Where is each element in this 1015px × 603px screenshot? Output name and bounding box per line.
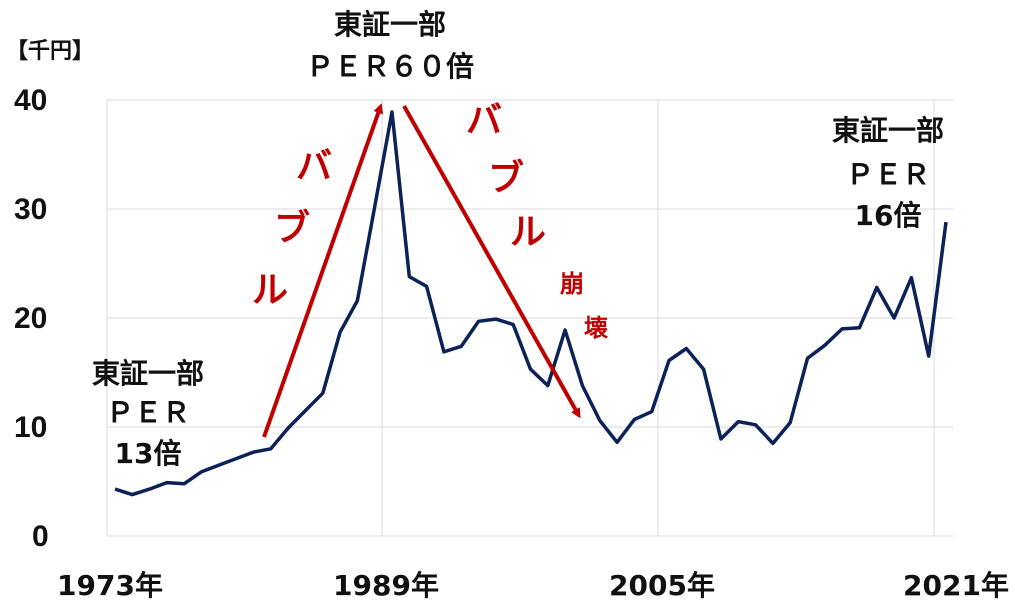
bubble-rise-char-2: ブ <box>274 207 310 249</box>
bubble-rise-char-3: ル <box>252 270 288 311</box>
ytick-10: 10 <box>14 411 47 444</box>
collapse-char-4: 崩 <box>560 270 584 298</box>
annotation-left-line-3: 13倍 <box>115 437 182 470</box>
collapse-char-5: 壊 <box>584 314 608 342</box>
y-ticks: 40 30 20 10 0 <box>14 84 49 553</box>
bubble-rise-arrow <box>262 103 384 438</box>
series-layer <box>114 110 948 497</box>
xtick-1989: 1989年 <box>333 569 439 602</box>
annotation-right-line-3: 16倍 <box>855 199 922 232</box>
ytick-40: 40 <box>14 84 47 117</box>
xtick-1973: 1973年 <box>57 569 163 602</box>
bubble-fall-arrow <box>402 105 581 419</box>
annotation-left-line-1: 東証一部 <box>92 357 204 390</box>
annotation-top: 東証一部 ＰＥＲ６０倍 <box>306 8 474 83</box>
x-ticks: 1973年 1989年 2005年 2021年 <box>57 569 1009 602</box>
grid <box>106 99 953 537</box>
annotation-top-line-2: ＰＥＲ６０倍 <box>306 50 474 83</box>
collapse-char-3: ル <box>510 212 546 253</box>
collapse-char-2: ブ <box>488 157 524 199</box>
annotation-right-line-1: 東証一部 <box>832 114 944 147</box>
ytick-0: 0 <box>32 520 49 553</box>
xtick-2005: 2005年 <box>609 569 715 602</box>
bubble-collapse-label: バ ブ ル 崩 壊 <box>466 100 608 342</box>
annotation-left-line-2: ＰＥＲ <box>106 396 190 429</box>
xtick-2021: 2021年 <box>903 569 1009 602</box>
annotation-right: 東証一部 ＰＥＲ 16倍 <box>832 114 944 232</box>
ytick-20: 20 <box>14 302 47 335</box>
series-line-0 <box>114 110 948 497</box>
annotation-left: 東証一部 ＰＥＲ 13倍 <box>92 357 204 470</box>
bubble-rise-label: バ ブ ル <box>252 146 332 311</box>
ytick-30: 30 <box>14 193 47 226</box>
y-axis-unit: 【千円】 <box>6 39 94 64</box>
bubble-rise-char-1: バ <box>296 146 332 187</box>
annotation-right-line-2: ＰＥＲ <box>846 158 930 191</box>
annotation-top-line-1: 東証一部 <box>334 8 446 41</box>
collapse-char-1: バ <box>466 100 502 141</box>
